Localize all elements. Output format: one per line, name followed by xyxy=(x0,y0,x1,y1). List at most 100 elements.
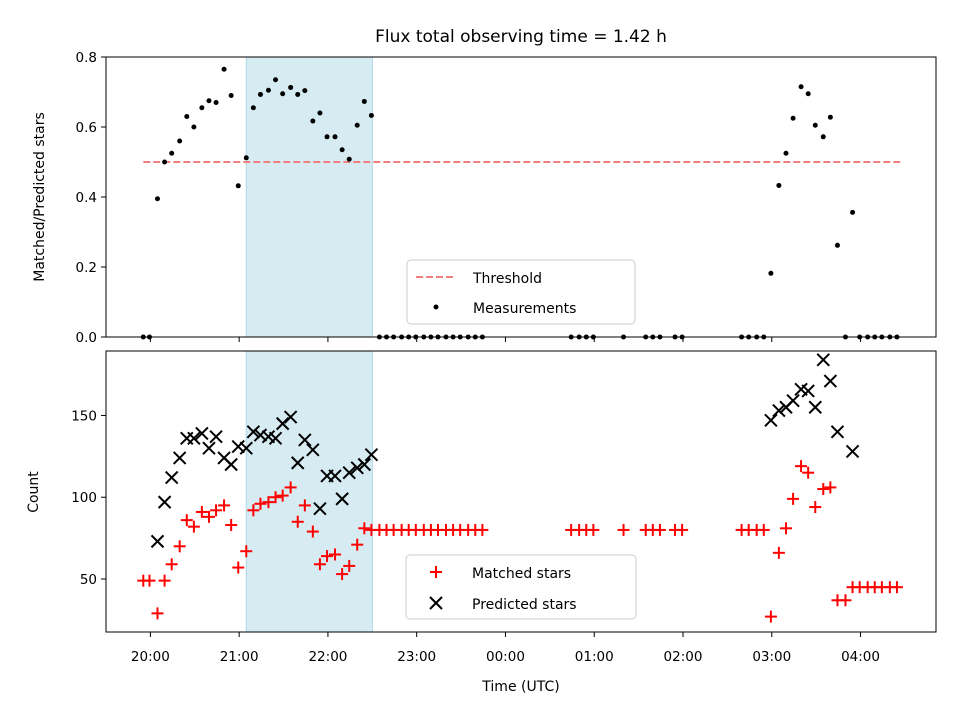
predicted-star-marker xyxy=(231,439,245,454)
matched-star-marker xyxy=(676,523,689,536)
predicted-star-marker xyxy=(283,410,298,424)
measurement-point xyxy=(199,105,205,111)
measurement-point xyxy=(805,91,811,97)
matched-star-marker xyxy=(225,519,238,532)
predicted-star-marker xyxy=(823,374,838,388)
measurement-point xyxy=(790,115,796,121)
predicted-star-marker xyxy=(253,428,268,442)
measurement-point xyxy=(827,114,833,120)
predicted-star-marker xyxy=(808,400,822,414)
matched-star-marker xyxy=(817,483,830,496)
measurement-point xyxy=(221,66,227,72)
matched-star-marker xyxy=(476,523,489,536)
matched-star-marker xyxy=(351,538,364,551)
top-legend: Threshold Measurements xyxy=(406,259,636,325)
matched-star-marker xyxy=(653,523,666,536)
predicted-star-marker xyxy=(224,457,238,472)
matched-star-marker xyxy=(269,491,282,504)
matched-star-marker xyxy=(329,548,342,561)
matched-star-marker xyxy=(202,510,215,523)
bottom-x-tick-label: 23:00 xyxy=(397,649,436,665)
top-y-tick-label: 0.0 xyxy=(76,330,97,346)
predicted-star-marker xyxy=(764,413,778,428)
bottom-axes-frame xyxy=(105,350,937,633)
matched-star-marker xyxy=(165,558,178,571)
measurement-point xyxy=(250,105,256,111)
measurement-point xyxy=(850,209,856,215)
predicted-star-marker xyxy=(786,394,800,408)
predicted-star-marker xyxy=(202,441,216,455)
measurement-point xyxy=(154,196,160,202)
predicted-star-marker xyxy=(328,469,342,483)
matched-star-marker xyxy=(232,561,245,574)
measurement-point xyxy=(324,134,330,140)
bottom-y-tick-label: 150 xyxy=(71,408,97,424)
bottom-x-tick-label: 01:00 xyxy=(575,649,614,665)
bottom-x-tick-label: 03:00 xyxy=(752,649,791,665)
measurement-point xyxy=(834,242,840,248)
matched-star-marker xyxy=(298,499,311,512)
matched-star-marker xyxy=(195,505,208,518)
matched-star-marker xyxy=(336,568,349,581)
bottom-y-tick-label: 100 xyxy=(71,490,97,506)
matched-star-marker xyxy=(284,481,297,494)
bottom-x-ticks: 20:00 21:00 22:00 23:00 00:00 01:00 02:00 03:00… xyxy=(131,632,880,665)
bottom-y-axis-label: Count xyxy=(26,471,42,513)
measurement-point xyxy=(346,156,352,162)
measurement-point xyxy=(213,100,219,105)
matched-star-marker xyxy=(262,496,275,509)
bottom-x-tick-label: 22:00 xyxy=(308,649,347,665)
measurement-point xyxy=(354,122,360,128)
matched-star-marker xyxy=(839,594,852,607)
top-y-tick-label: 0.2 xyxy=(76,260,97,276)
predicted-star-marker xyxy=(187,431,201,446)
predicted-star-marker xyxy=(816,353,830,367)
bottom-legend-box xyxy=(405,554,637,620)
bottom-shaded-span xyxy=(245,350,373,633)
matched-star-marker xyxy=(809,501,822,514)
matched-star-marker xyxy=(617,523,630,536)
measurement-point xyxy=(798,84,804,90)
measurement-point xyxy=(288,84,294,90)
matched-star-marker xyxy=(802,466,815,479)
measurement-point xyxy=(812,122,818,128)
bottom-x-tick-label: 02:00 xyxy=(664,649,703,665)
bottom-panel: 50 100 150 20:00 21:00 22:00 23:00 00:00 01:00 0… xyxy=(26,350,937,695)
matched-star-marker xyxy=(187,520,200,533)
measurement-point xyxy=(257,91,263,97)
predicted-star-marker xyxy=(335,492,349,506)
matched-star-marker xyxy=(158,574,171,587)
top-panel: 0.0 0.2 0.4 0.6 0.8 Flux total observing tim… xyxy=(32,27,937,346)
top-axes-frame xyxy=(105,56,937,338)
legend-matched-swatch xyxy=(430,566,442,578)
predicted-star-marker xyxy=(772,403,786,418)
matched-star-marker xyxy=(757,523,770,536)
measurement-point xyxy=(169,150,175,156)
predicted-star-marker xyxy=(268,431,283,446)
predicted-star-marker xyxy=(239,441,253,455)
matched-star-marker xyxy=(210,504,223,517)
matched-star-marker xyxy=(240,545,253,558)
top-y-tick-label: 0.4 xyxy=(76,190,97,206)
matched-star-marker xyxy=(151,607,164,620)
matched-star-marker xyxy=(291,515,304,528)
matched-star-marker xyxy=(795,460,808,473)
bottom-x-tick-label: 20:00 xyxy=(131,649,170,665)
predicted-star-marker xyxy=(313,501,327,516)
matched-star-marker xyxy=(764,610,777,623)
x-axis-label: Time (UTC) xyxy=(481,679,559,695)
top-y-tick-label: 0.6 xyxy=(76,120,97,136)
predicted-star-marker xyxy=(342,465,356,480)
top-y-tick-label: 0.8 xyxy=(76,50,97,66)
measurement-point xyxy=(265,87,271,93)
measurement-point xyxy=(184,114,190,119)
top-x-ticks xyxy=(149,337,862,342)
matched-star-marker xyxy=(779,522,792,535)
predicted-star-marker xyxy=(209,429,223,444)
top-y-axis-label: Matched/Predicted stars xyxy=(32,112,48,282)
matched-star-marker xyxy=(173,540,186,553)
matched-star-marker xyxy=(587,523,600,536)
predicted-star-marker xyxy=(172,451,187,465)
measurement-point xyxy=(273,77,279,83)
legend-measurements-label: Measurements xyxy=(473,301,576,317)
